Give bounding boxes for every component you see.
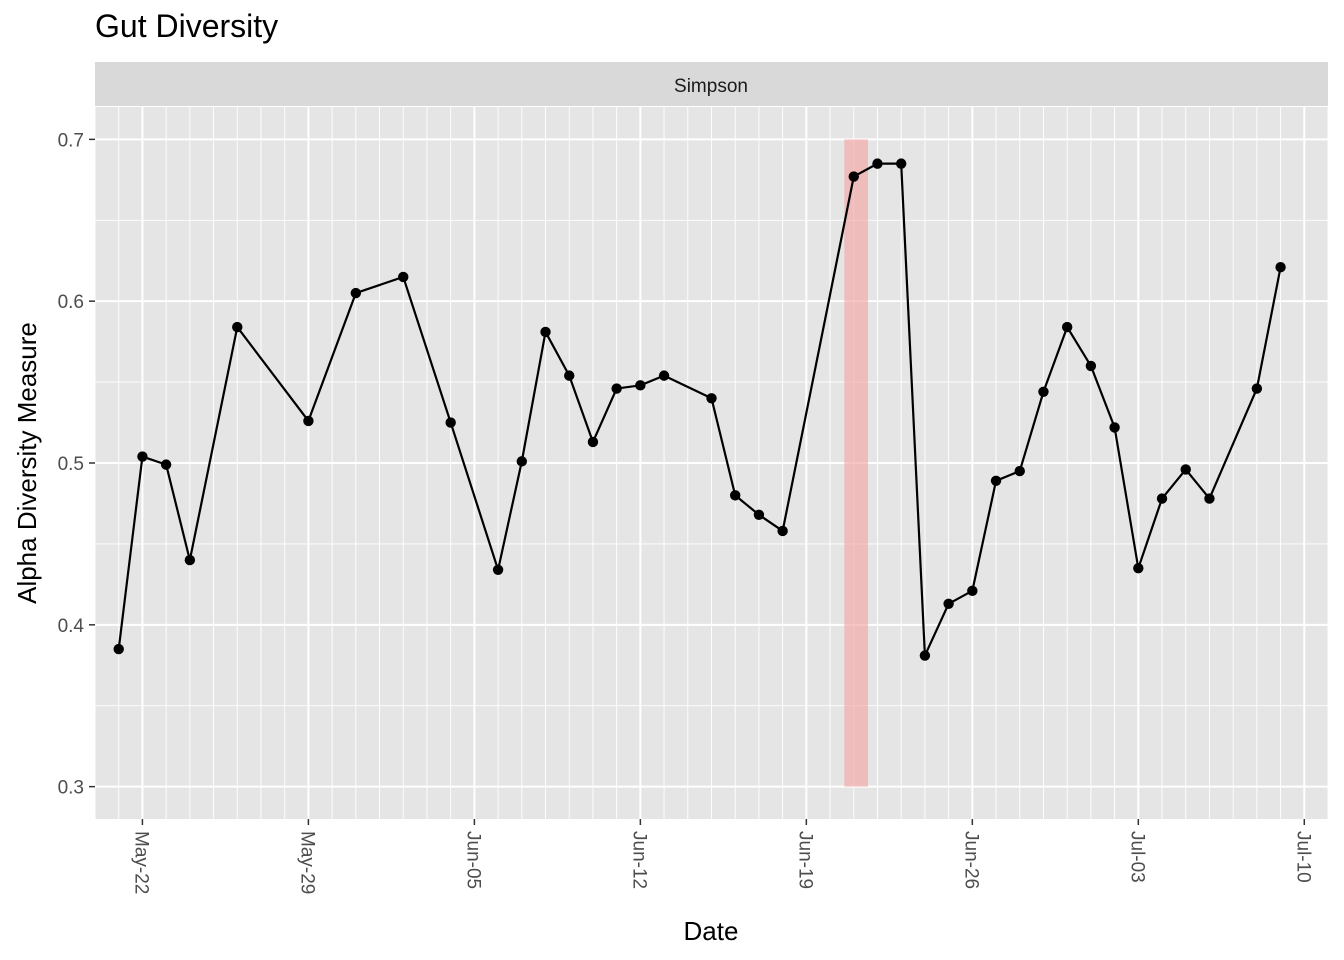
- highlight-layer: [844, 139, 868, 787]
- data-point: [492, 564, 504, 575]
- data-point: [1275, 262, 1286, 273]
- data-point: [1251, 383, 1263, 394]
- data-point: [658, 370, 670, 381]
- data-point: [232, 321, 243, 333]
- data-point: [445, 417, 456, 428]
- x-tick-label: Jun-26: [960, 831, 981, 889]
- highlight-band: [844, 139, 868, 787]
- y-tick-label: 0.3: [58, 778, 84, 799]
- data-point: [730, 490, 741, 501]
- data-point: [895, 158, 907, 169]
- data-point: [564, 370, 575, 381]
- major-gridlines: [95, 107, 1328, 819]
- data-point: [872, 158, 883, 169]
- data-point: [1204, 493, 1215, 504]
- series-points-layer: [113, 158, 1286, 661]
- data-point: [113, 643, 124, 655]
- data-point: [137, 451, 148, 462]
- data-point: [1014, 465, 1025, 477]
- x-axis-title: Date: [684, 916, 739, 946]
- data-point: [990, 475, 1002, 486]
- x-tick-label: Jun-05: [462, 831, 483, 889]
- y-axis: 0.3 0.4 0.5 0.6 0.7: [58, 130, 95, 799]
- data-point: [635, 380, 646, 391]
- x-tick-label: Jul-03: [1126, 831, 1147, 883]
- x-tick-label: Jun-19: [794, 831, 815, 889]
- data-point: [1156, 493, 1168, 504]
- x-tick-label: May-22: [130, 831, 151, 894]
- data-point: [943, 598, 954, 609]
- data-point: [919, 650, 931, 661]
- data-point: [540, 326, 551, 338]
- data-point: [753, 509, 765, 520]
- data-point: [587, 436, 599, 448]
- data-point: [160, 459, 172, 470]
- data-point: [303, 415, 314, 427]
- facet-strip-label: Simpson: [674, 76, 748, 97]
- x-axis: May-22 May-29 Jun-05 Jun-12 Jun-19 Jun-26 Jul-…: [130, 819, 1313, 894]
- data-point: [1038, 386, 1049, 397]
- data-point: [1133, 562, 1144, 574]
- data-point: [1180, 464, 1191, 475]
- data-point: [967, 585, 978, 597]
- facet-strip: [95, 62, 1328, 106]
- y-tick-label: 0.5: [58, 454, 84, 475]
- x-tick-label: Jun-12: [628, 831, 649, 889]
- chart-title: Gut Diversity: [95, 8, 279, 44]
- y-tick-label: 0.7: [58, 130, 84, 151]
- x-tick-label: Jul-10: [1292, 831, 1313, 883]
- data-point: [777, 525, 788, 537]
- data-point: [516, 456, 528, 467]
- data-point: [184, 554, 196, 566]
- data-point: [848, 171, 859, 182]
- data-point: [1085, 360, 1097, 372]
- y-tick-label: 0.6: [58, 292, 84, 313]
- data-point: [350, 287, 362, 299]
- data-point: [1061, 321, 1073, 333]
- y-tick-label: 0.4: [58, 616, 85, 637]
- x-tick-label: May-29: [296, 831, 317, 894]
- y-axis-title: Alpha Diversity Measure: [12, 322, 42, 604]
- data-point: [398, 271, 409, 283]
- data-point: [706, 393, 717, 404]
- data-point: [1109, 422, 1120, 433]
- data-point: [611, 383, 622, 394]
